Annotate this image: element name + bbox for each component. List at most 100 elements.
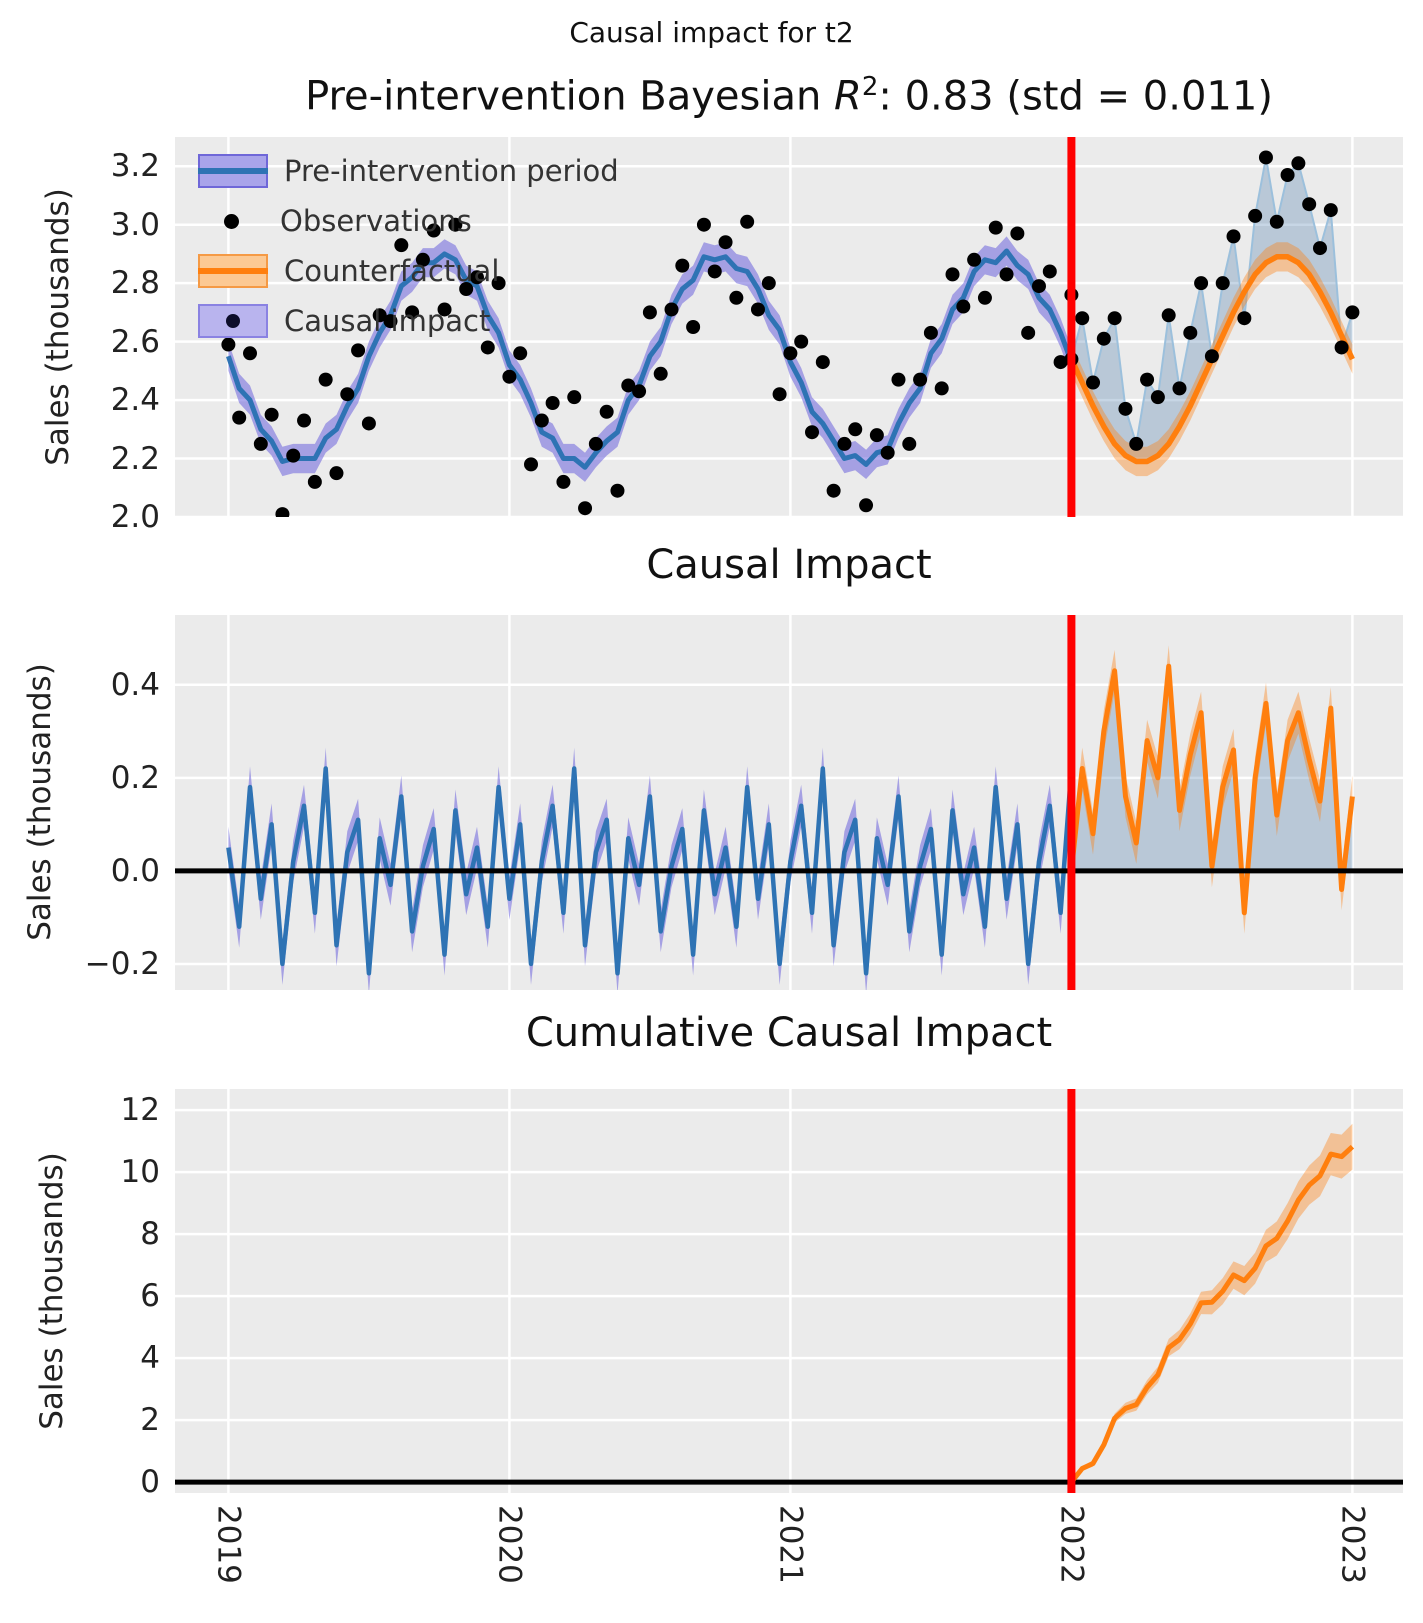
observation-point [1269, 214, 1284, 229]
observation-point [880, 445, 895, 460]
panel1-canvas [175, 137, 1403, 517]
observation-point [794, 334, 809, 349]
panel3-title: Cumulative Causal Impact [525, 1010, 1053, 1056]
observation-point [307, 474, 322, 489]
observation-point [567, 390, 582, 405]
observation-point [394, 238, 409, 253]
observation-point [1161, 308, 1176, 323]
observation-point [286, 448, 301, 463]
observation-point [610, 483, 625, 498]
observation-point [340, 387, 355, 402]
observation-point [653, 366, 668, 381]
legend-label: Observations [280, 204, 472, 238]
post-impact-line [1068, 663, 1355, 916]
observation-point [837, 436, 852, 451]
observation-point [1118, 401, 1133, 416]
observation-point [859, 498, 874, 513]
cumulative-impact-line [1069, 1144, 1355, 1484]
observation-point [1334, 340, 1349, 355]
observation-point [588, 436, 603, 451]
r-squared-symbol: R [834, 73, 862, 120]
panel1-y-tick-label: 2.8 [110, 265, 160, 302]
legend-label: Pre-intervention period [284, 154, 619, 188]
observation-point [750, 302, 765, 317]
observation-point [805, 425, 820, 440]
panel3-y-tick-label: 4 [140, 1340, 160, 1377]
panel2-y-tick-label: 0.2 [110, 759, 160, 796]
observation-point [988, 220, 1003, 235]
counterfactual-band-icon [198, 254, 268, 288]
causal-impact-fill [1071, 157, 1353, 462]
panel1-y-tick-label: 2.4 [110, 382, 160, 419]
observation-point [1042, 264, 1057, 279]
observation-point [686, 320, 701, 334]
observation-point [761, 276, 776, 291]
figure-suptitle: Causal impact for t2 [569, 16, 854, 49]
panel1-title-suffix: : 0.83 (std = 0.011) [878, 73, 1273, 120]
panel3-canvas [175, 1089, 1403, 1493]
panel3-y-tick-label: 12 [120, 1092, 160, 1129]
observation-point [1150, 390, 1165, 405]
legend-label: Causal impact [284, 304, 491, 338]
observation-point [534, 413, 549, 428]
x-tick-label: 2019 [210, 1505, 247, 1584]
legend-item-counterfactual: Counterfactual [198, 246, 619, 296]
observation-point [696, 217, 711, 232]
r-squared-exponent: 2 [861, 72, 879, 102]
panel2-ylabel: Sales (thousands) [22, 663, 58, 941]
observation-point [329, 466, 344, 481]
legend: Pre-intervention period Observations Cou… [198, 146, 619, 346]
observation-point [480, 340, 495, 355]
observation-point [675, 258, 690, 273]
observation-point [426, 223, 441, 238]
pre-intervention-band-icon [198, 154, 268, 188]
observation-point [913, 372, 928, 387]
x-tick-label: 2022 [1053, 1505, 1090, 1584]
observation-point [1248, 208, 1263, 223]
observation-point [783, 346, 798, 361]
observation-point [1323, 203, 1338, 218]
observation-point [1312, 241, 1327, 256]
observation-point [221, 337, 236, 352]
observation-point [1345, 305, 1360, 320]
observation-point [297, 413, 312, 428]
panel1-title-prefix: Pre-intervention Bayesian [305, 73, 835, 120]
panel2-causal-impact-plot [175, 615, 1403, 990]
observation-point [1258, 150, 1273, 165]
panel1-y-tick-label: 3.2 [110, 148, 160, 185]
observation-point [1086, 375, 1101, 390]
observation-point [1204, 349, 1219, 364]
legend-item-observations: Observations [198, 196, 619, 246]
x-tick-label: 2020 [491, 1505, 528, 1584]
x-tick-label: 2023 [1334, 1505, 1371, 1584]
observation-point [524, 457, 539, 472]
panel2-y-tick-label: −0.2 [84, 945, 160, 982]
observation-point [1107, 311, 1122, 326]
observation-point [1075, 311, 1090, 326]
panel1-y-tick-label: 2.0 [110, 499, 160, 535]
observation-point [642, 305, 657, 320]
observation-point [545, 396, 560, 410]
observation-point [556, 474, 571, 489]
observation-point [1280, 168, 1295, 182]
observation-point [1291, 156, 1306, 171]
observation-point [826, 483, 841, 498]
observation-point [243, 346, 258, 361]
observation-point [718, 235, 733, 250]
panel3-y-tick-label: 8 [140, 1216, 160, 1253]
observation-point [599, 404, 614, 419]
observation-point [1096, 331, 1111, 346]
observation-point [437, 302, 452, 317]
observation-point [902, 436, 917, 451]
observation-point [729, 290, 744, 305]
observation-point [264, 407, 279, 422]
observation-point [253, 436, 268, 451]
panel1-model-fit-plot [175, 137, 1403, 517]
observation-point [448, 217, 463, 232]
observation-point [956, 299, 971, 314]
observation-point [934, 381, 949, 396]
causal-impact-patch-icon [198, 304, 268, 338]
observation-point [707, 264, 722, 279]
panel3-y-tick-label: 2 [140, 1402, 160, 1439]
observation-point [999, 267, 1014, 282]
